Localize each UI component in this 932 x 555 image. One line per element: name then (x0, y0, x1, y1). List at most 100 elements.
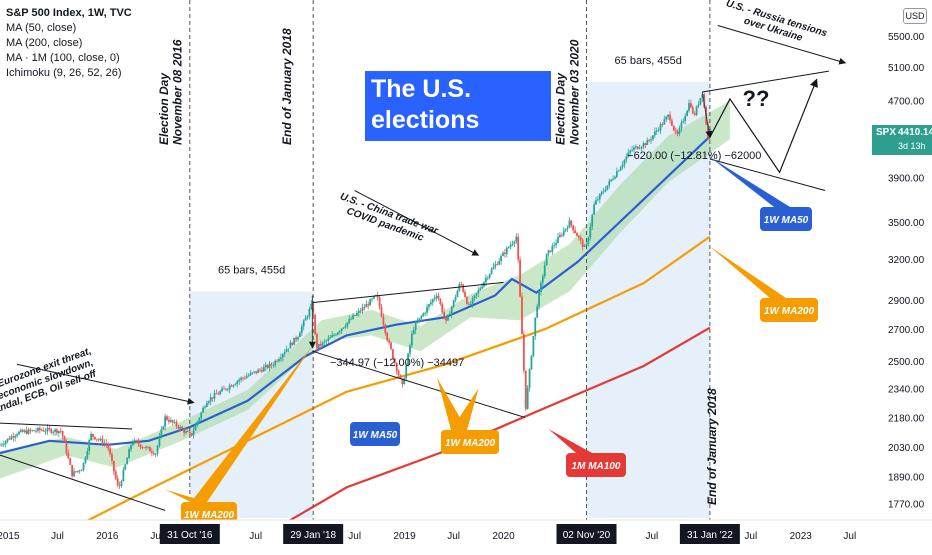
x-tick-label: Jul (150, 531, 163, 542)
candle-body (23, 430, 26, 432)
candle-body (126, 458, 129, 465)
candle-body (287, 348, 290, 350)
candle-body (686, 110, 689, 117)
candle-body (373, 296, 375, 299)
candle-body (422, 313, 425, 317)
x-highlight-box (556, 524, 617, 544)
callout-label-1: 1W MA200 (184, 510, 234, 521)
candle-body (152, 452, 155, 455)
candle-body (205, 403, 208, 407)
x-tick-label: Jul (51, 531, 64, 542)
candle-body (306, 316, 309, 318)
candle-body (19, 429, 22, 432)
candle-body (661, 124, 664, 125)
note-2018-events: U.S. - China trade warCOVID pandemic (334, 191, 440, 248)
candle-body (181, 427, 184, 430)
candle-body (333, 334, 335, 336)
callout-label-5: 1M MA100 (572, 461, 621, 472)
candle-body (223, 388, 225, 390)
candle-body (393, 358, 396, 364)
last-price-tag: SPX 4410.14 3d 13h (872, 125, 932, 155)
candle-body (701, 94, 704, 99)
candle-body (623, 159, 626, 165)
candle-body (259, 369, 261, 371)
candle-body (280, 357, 282, 360)
candle-body (107, 444, 110, 449)
candle-body (650, 139, 652, 141)
candle-body (262, 367, 265, 372)
candle-body (392, 349, 394, 359)
candle-body (513, 241, 516, 244)
candle-body (614, 176, 616, 179)
candle-body (103, 443, 106, 444)
candle-body (695, 106, 698, 116)
symbol-title[interactable]: S&P 500 Index, 1W, TVC (6, 7, 132, 19)
candle-body (466, 297, 468, 304)
currency-button[interactable]: USD (903, 8, 927, 24)
candle-body (576, 233, 578, 237)
candle-body (443, 312, 446, 317)
candle-body (534, 317, 537, 337)
candle-body (690, 103, 692, 108)
candle-body (454, 297, 457, 301)
callout-label-6: 1W MA200 (764, 306, 814, 317)
candle-body (469, 303, 472, 305)
indicator-monthly-ma100-label[interactable]: MA · 1M (100, close, 0) (6, 52, 120, 64)
measurement-label-2: −620.00 (−12.81%) −62000 (627, 150, 761, 162)
callout-label-3: 1W MA50 (353, 430, 398, 441)
candle-body (437, 295, 440, 300)
candle-body (323, 341, 326, 343)
candle-body (278, 359, 280, 362)
candle-body (264, 365, 267, 368)
candle-body (602, 191, 605, 193)
candle-body (327, 338, 330, 341)
candle-body (644, 143, 647, 146)
candle-body (627, 152, 630, 157)
candle-body (621, 164, 624, 168)
indicator-ma200-label[interactable]: MA (200, close) (6, 37, 83, 49)
bar-countdown: 3d 13h (898, 141, 926, 151)
candle-body (215, 393, 218, 395)
callout-tail (191, 344, 314, 502)
candle-body (95, 439, 98, 441)
candle-body (314, 314, 316, 334)
candle-body (18, 431, 20, 435)
arrow-2015-note (16, 363, 195, 405)
candle-body (361, 307, 364, 312)
candle-body (473, 295, 476, 299)
candle-body (589, 226, 592, 238)
candle-body (80, 469, 83, 471)
indicator-ichimoku-label[interactable]: Ichimoku (9, 26, 52, 26) (6, 67, 122, 79)
candle-body (224, 388, 227, 390)
y-tick-label: 3500.00 (888, 218, 925, 229)
candle-body (308, 309, 311, 317)
candle-body (517, 236, 520, 260)
x-tick-label: 2023 (790, 531, 813, 542)
candle-body (133, 440, 136, 443)
candle-body (500, 256, 502, 261)
x-tick-label: 2019 (393, 531, 416, 542)
arrow-2022-note (717, 25, 847, 65)
candle-body (82, 462, 85, 470)
candle-body (471, 298, 474, 304)
candle-body (297, 337, 299, 340)
series-line-1w-ma50 (0, 135, 711, 455)
candle-body (183, 429, 186, 433)
indicator-ma50-label[interactable]: MA (50, close) (6, 22, 77, 34)
candle-body (247, 375, 250, 377)
y-tick-label: 2030.00 (888, 443, 925, 454)
candle-body (67, 453, 70, 459)
candle-body (540, 282, 542, 293)
candle-body (640, 146, 643, 149)
candle-body (245, 376, 248, 379)
candle-body (118, 485, 121, 486)
candle-body (547, 250, 550, 254)
x-highlight-label: 02 Nov '20 (563, 530, 611, 541)
candle-body (515, 236, 518, 242)
candle-body (317, 343, 320, 349)
candle-body (137, 441, 140, 445)
candle-body (169, 420, 172, 422)
candle-body (559, 235, 561, 237)
